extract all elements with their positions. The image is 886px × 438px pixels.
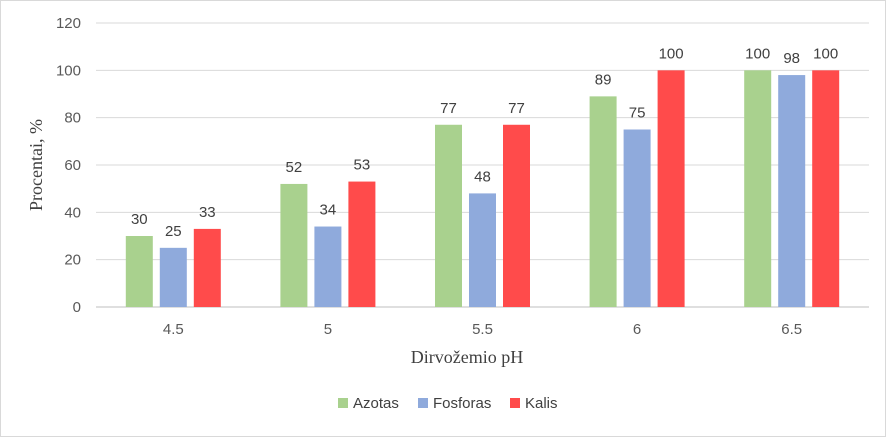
- bar-fosforas: [159, 247, 187, 307]
- data-label: 34: [320, 202, 337, 219]
- bar-kalis: [348, 181, 376, 307]
- legend: Azotas Fosforas Kalis: [338, 395, 558, 412]
- bar-fosforas: [623, 129, 651, 307]
- bar-fosforas: [469, 193, 496, 307]
- data-label: 53: [354, 157, 371, 174]
- bar-kalis: [193, 228, 221, 307]
- y-tick-label: 60: [64, 157, 81, 174]
- bar-kalis: [503, 124, 530, 308]
- x-tick-label: 6.5: [781, 321, 802, 338]
- legend-swatch-azotas: [338, 398, 348, 408]
- data-label: 25: [165, 223, 182, 240]
- data-label: 100: [745, 45, 770, 62]
- bars: [125, 70, 840, 308]
- legend-label-fosforas: Fosforas: [433, 395, 491, 412]
- legend-swatch-fosforas: [418, 398, 428, 408]
- bar-fosforas: [314, 226, 342, 307]
- x-axis-title: Dirvožemio pH: [411, 347, 523, 367]
- bar-azotas: [744, 70, 772, 307]
- bar-azotas: [589, 96, 617, 307]
- bar-fosforas: [778, 75, 806, 307]
- legend-label-azotas: Azotas: [353, 395, 399, 412]
- y-axis-title: Procentai, %: [26, 119, 46, 211]
- bar-azotas: [280, 183, 308, 307]
- bar-kalis: [812, 70, 840, 307]
- y-tick-label: 100: [56, 62, 81, 79]
- data-label: 75: [629, 105, 646, 122]
- data-label: 89: [595, 71, 612, 88]
- y-tick-label: 40: [64, 204, 81, 221]
- x-tick-label: 6: [633, 321, 641, 338]
- y-tick-label: 80: [64, 110, 81, 127]
- data-label: 48: [474, 168, 491, 185]
- data-label: 52: [286, 159, 303, 176]
- bar-azotas: [435, 124, 462, 308]
- data-label: 77: [508, 100, 525, 117]
- y-tick-label: 0: [73, 299, 81, 316]
- y-axis-ticks: 0 20 40 60 80 100 120: [56, 15, 81, 316]
- data-label: 100: [659, 45, 684, 62]
- y-tick-label: 120: [56, 15, 81, 32]
- x-tick-label: 5.5: [472, 321, 493, 338]
- legend-swatch-kalis: [510, 398, 520, 408]
- data-labels: 30 25 33 52 34 53 77 48 77 89 75 100 100 98 100: [131, 45, 838, 240]
- x-tick-label: 4.5: [163, 321, 184, 338]
- x-axis-ticks: 4.5 5 5.5 6 6.5: [163, 321, 802, 338]
- y-tick-label: 20: [64, 252, 81, 269]
- legend-label-kalis: Kalis: [525, 395, 558, 412]
- data-label: 30: [131, 211, 148, 228]
- bar-kalis: [657, 70, 685, 307]
- data-label: 77: [440, 100, 457, 117]
- bar-azotas: [125, 236, 153, 307]
- data-label: 100: [813, 45, 838, 62]
- x-tick-label: 5: [324, 321, 332, 338]
- data-label: 98: [783, 50, 800, 67]
- data-label: 33: [199, 204, 216, 221]
